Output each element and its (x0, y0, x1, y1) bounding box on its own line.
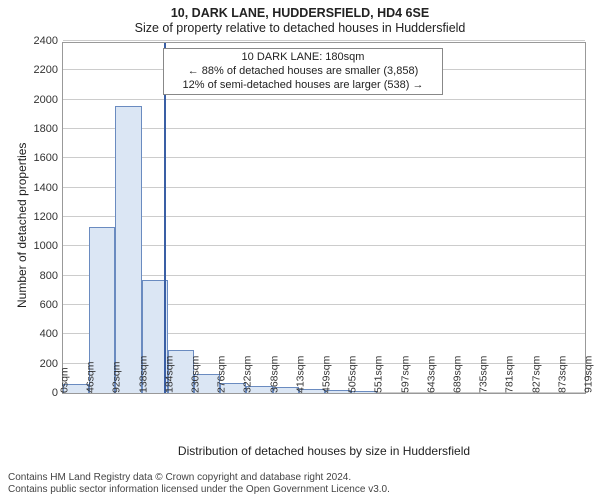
grid-line (63, 40, 585, 41)
plot-area: 0200400600800100012001400160018002000220… (62, 42, 586, 394)
y-tick-label: 2400 (34, 35, 63, 47)
x-tick-label: 413sqm (291, 356, 306, 393)
x-tick-label: 919sqm (580, 356, 595, 393)
y-tick-label: 2200 (34, 64, 63, 76)
histogram-bar (115, 106, 141, 393)
x-tick-label: 276sqm (213, 356, 228, 393)
y-tick-label: 400 (40, 328, 63, 340)
x-tick-label: 505sqm (344, 356, 359, 393)
y-tick-label: 1200 (34, 211, 63, 223)
x-tick-label: 597sqm (396, 356, 411, 393)
annotation-line: ← 88% of detached houses are smaller (3,… (170, 65, 436, 79)
y-tick-label: 600 (40, 299, 63, 311)
property-marker-line (164, 43, 166, 393)
x-tick-label: 459sqm (318, 356, 333, 393)
x-tick-label: 735sqm (475, 356, 490, 393)
x-tick-label: 873sqm (553, 356, 568, 393)
y-tick-label: 2000 (34, 94, 63, 106)
x-tick-label: 46sqm (82, 361, 97, 393)
chart-supertitle: 10, DARK LANE, HUDDERSFIELD, HD4 6SE (8, 6, 592, 20)
y-axis-label: Number of detached properties (15, 143, 29, 308)
chart-title: Size of property relative to detached ho… (8, 21, 592, 35)
x-tick-label: 230sqm (187, 356, 202, 393)
footer-line: Contains public sector information licen… (8, 484, 390, 496)
x-tick-label: 0sqm (56, 367, 71, 393)
x-tick-label: 92sqm (108, 361, 123, 393)
x-tick-label: 322sqm (239, 356, 254, 393)
y-tick-label: 1600 (34, 152, 63, 164)
x-tick-label: 781sqm (501, 356, 516, 393)
x-tick-label: 138sqm (134, 356, 149, 393)
chart-container: 10, DARK LANE, HUDDERSFIELD, HD4 6SE Siz… (0, 0, 600, 500)
footer-line: Contains HM Land Registry data © Crown c… (8, 472, 390, 484)
y-tick-label: 800 (40, 270, 63, 282)
x-tick-label: 643sqm (422, 356, 437, 393)
x-tick-label: 368sqm (265, 356, 280, 393)
y-tick-label: 1400 (34, 182, 63, 194)
x-tick-label: 827sqm (527, 356, 542, 393)
annotation-box: 10 DARK LANE: 180sqm← 88% of detached ho… (163, 48, 443, 95)
x-tick-label: 689sqm (449, 356, 464, 393)
x-tick-label: 551sqm (370, 356, 385, 393)
grid-line (63, 99, 585, 100)
footer-attribution: Contains HM Land Registry data © Crown c… (8, 472, 390, 496)
x-tick-label: 184sqm (160, 356, 175, 393)
x-axis-label: Distribution of detached houses by size … (62, 444, 586, 458)
y-tick-label: 1000 (34, 240, 63, 252)
annotation-line: 10 DARK LANE: 180sqm (170, 51, 436, 65)
annotation-line: 12% of semi-detached houses are larger (… (170, 79, 436, 93)
y-tick-label: 1800 (34, 123, 63, 135)
